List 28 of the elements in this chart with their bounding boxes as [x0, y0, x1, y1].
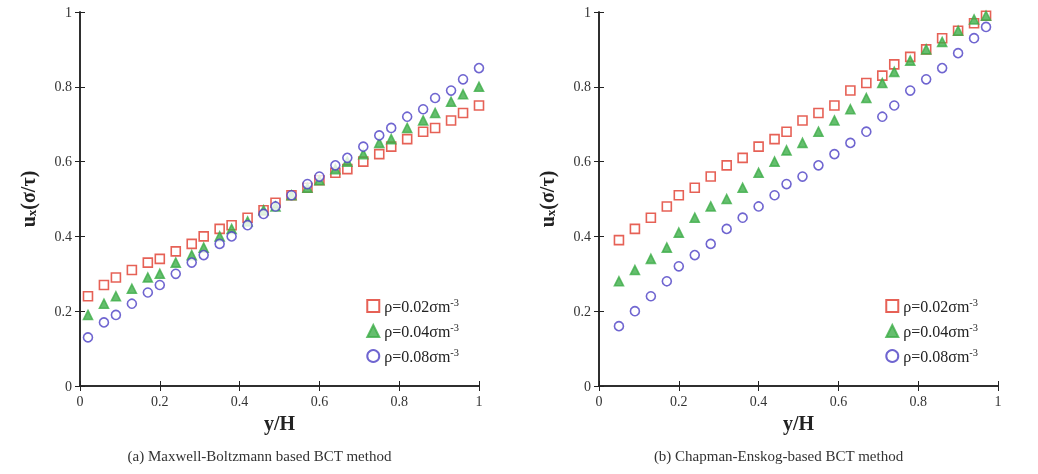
x-tick-label: 0.6: [310, 393, 329, 409]
x-tick-label: 0.2: [670, 393, 688, 409]
x-tick-label: 0: [76, 393, 84, 409]
text: (a) Maxwell-Boltzmann based BCT method: [127, 447, 392, 465]
x-axis-title: y/H: [782, 411, 815, 435]
y-tick-label: 0.8: [573, 79, 591, 95]
x-tick-label: 1: [475, 393, 483, 409]
y-tick-label: 1: [65, 4, 72, 20]
x-axis-title: y/H: [263, 411, 296, 435]
y-tick-label: 0.2: [573, 303, 591, 319]
x-tick-label: 0.4: [230, 393, 249, 409]
x-tick-label: 1: [994, 393, 1002, 409]
text: (b) Chapman-Enskog-based BCT method: [653, 447, 904, 465]
y-tick-label: 0.6: [573, 154, 591, 170]
x-tick-label: 0: [595, 393, 603, 409]
x-tick-label: 0.2: [151, 393, 169, 409]
y-tick-label: 0: [584, 378, 591, 394]
y-tick-label: 0.8: [54, 79, 72, 95]
y-tick-label: 0.4: [573, 228, 591, 244]
x-tick-label: 0.4: [749, 393, 768, 409]
y-tick-label: 0: [65, 378, 72, 394]
y-tick-label: 0.4: [54, 228, 72, 244]
y-tick-label: 1: [584, 4, 591, 20]
x-tick-label: 0.8: [390, 393, 408, 409]
y-tick-label: 0.2: [54, 303, 72, 319]
y-tick-label: 0.6: [54, 154, 72, 170]
x-tick-label: 0.8: [909, 393, 927, 409]
x-tick-label: 0.6: [829, 393, 848, 409]
